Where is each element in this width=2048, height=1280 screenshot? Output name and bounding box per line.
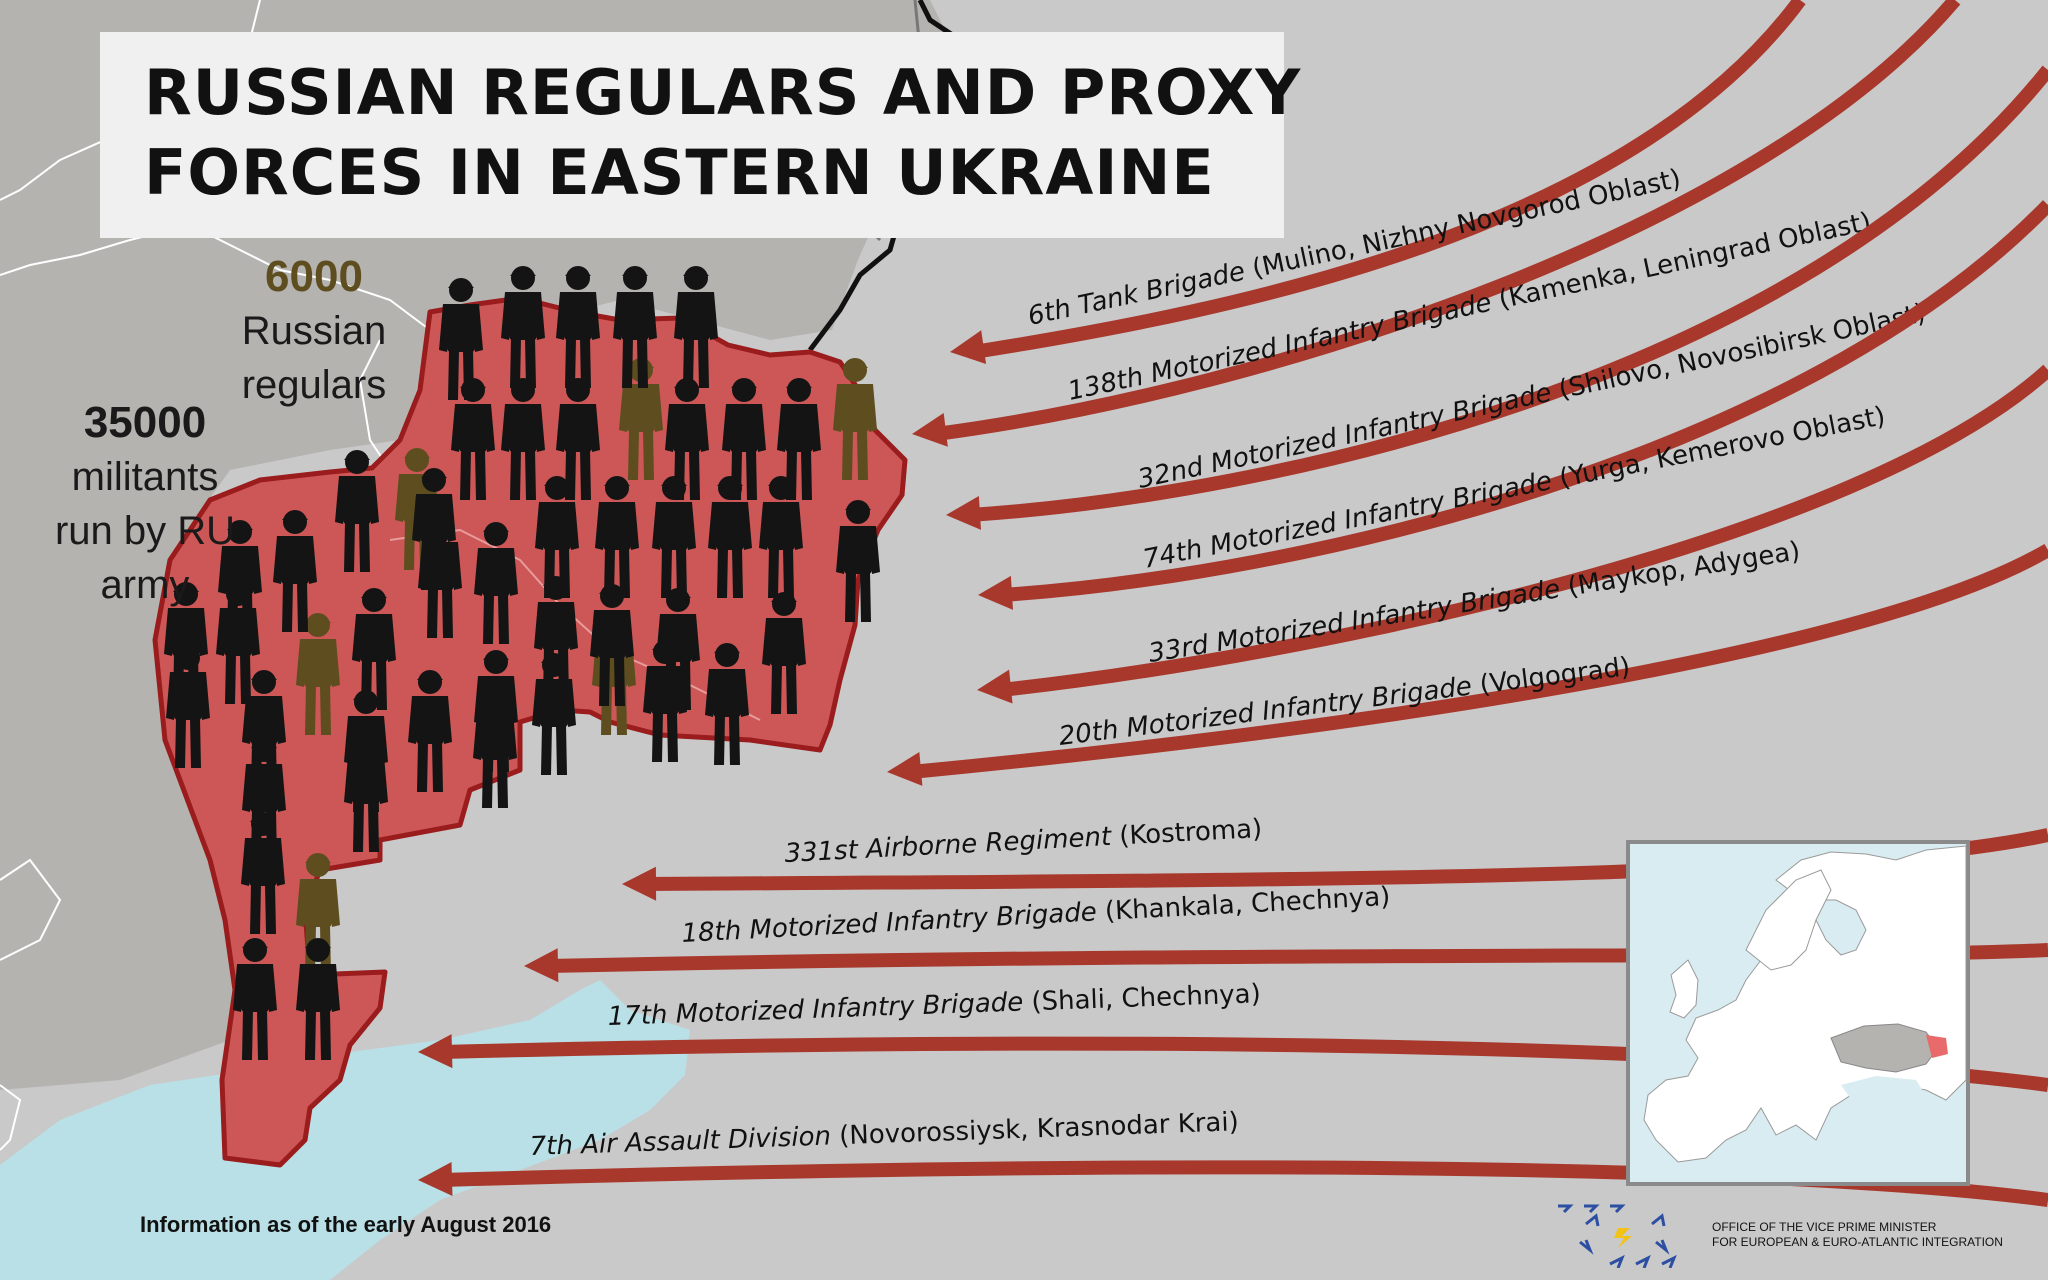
soldier-figure xyxy=(643,640,687,762)
soldier-figure xyxy=(241,812,285,934)
inset-occupied-area xyxy=(1926,1035,1948,1058)
militants-label: militants run by RU army xyxy=(54,455,236,607)
soldier-figure xyxy=(708,476,752,598)
soldier-figure xyxy=(273,510,317,632)
soldier-figure xyxy=(408,670,452,792)
unit-origin: (Khankala, Chechnya) xyxy=(1104,882,1391,927)
unit-arrow-shaft xyxy=(969,65,2048,522)
ukraine-territory xyxy=(0,0,960,1090)
soldier-figure xyxy=(216,582,260,704)
soldier-figure xyxy=(759,476,803,598)
soldier-figure xyxy=(762,592,806,714)
unit-arrow-shaft xyxy=(972,0,1806,359)
office-name: OFFICE OF THE VICE PRIME MINISTER FOR EU… xyxy=(1712,1220,2003,1249)
soldier-figure xyxy=(233,938,277,1060)
soldier-figure xyxy=(473,686,517,808)
unit-label: 33rd Motorized Infantry Brigade (Maykop,… xyxy=(1146,536,1802,669)
soldier-figure xyxy=(344,730,388,852)
unit-origin: (Kostroma) xyxy=(1119,814,1263,851)
page-title-line-2: FORCES IN EASTERN UKRAINE xyxy=(144,136,1215,209)
soldier-figure xyxy=(833,358,877,480)
unit-arrowhead xyxy=(950,330,987,364)
inset-black-sea xyxy=(1841,1076,1926,1110)
unit-arrowhead xyxy=(946,495,981,530)
soldier-figure xyxy=(652,476,696,598)
page-title-line-1: RUSSIAN REGULARS AND PROXY xyxy=(144,56,1302,129)
unit-label: 18th Motorized Infantry Brigade (Khankal… xyxy=(681,882,1391,949)
unit-label: 331st Airborne Regiment (Kostroma) xyxy=(784,814,1263,869)
soldier-figure xyxy=(166,646,210,768)
regulars-label: Russian regulars xyxy=(241,309,387,407)
soldier-figure xyxy=(532,653,576,775)
unit-arrowhead xyxy=(524,948,559,983)
soldier-figure xyxy=(451,378,495,500)
unit-arrowhead xyxy=(912,412,948,447)
regulars-number: 6000 xyxy=(265,252,363,301)
unit-arrow: 33rd Motorized Infantry Brigade (Maykop,… xyxy=(977,364,2048,704)
unit-origin: (Shali, Chechnya) xyxy=(1031,979,1261,1017)
unit-name: 33rd Motorized Infantry Brigade xyxy=(1146,573,1570,669)
unit-arrowhead xyxy=(977,669,1013,704)
soldier-figure xyxy=(501,378,545,500)
russian-regulars-count: 6000 Russian regulars xyxy=(214,250,414,412)
office-logo xyxy=(1558,1204,1677,1268)
unit-name: 17th Motorized Infantry Brigade xyxy=(607,987,1032,1032)
unit-origin: (Novorossiysk, Krasnodar Krai) xyxy=(839,1107,1239,1151)
unit-arrow-shaft xyxy=(935,0,1961,441)
unit-arrowhead xyxy=(418,1162,453,1197)
soldier-figure xyxy=(705,643,749,765)
soldier-figure xyxy=(474,522,518,644)
soldier-figure xyxy=(296,613,340,735)
unit-name: 18th Motorized Infantry Brigade xyxy=(681,897,1106,949)
soldier-figure xyxy=(665,378,709,500)
militants-count: 35000 militants run by RU army xyxy=(20,396,270,612)
unit-label: 17th Motorized Infantry Brigade (Shali, … xyxy=(607,979,1261,1032)
soldier-figure xyxy=(556,266,600,388)
soldier-figure xyxy=(590,584,634,706)
soldier-figure xyxy=(296,938,340,1060)
militants-number: 35000 xyxy=(83,398,207,447)
unit-arrow-shaft xyxy=(1001,200,2048,602)
soldier-figure xyxy=(613,266,657,388)
soldier-figure xyxy=(556,378,600,500)
soldier-figure xyxy=(439,278,483,400)
unit-arrow: 7th Air Assault Division (Novorossiysk, … xyxy=(418,1107,2048,1207)
soldier-figure xyxy=(418,516,462,638)
unit-arrow-shaft xyxy=(1000,364,2048,697)
unit-arrowhead xyxy=(978,575,1013,610)
unit-arrowhead xyxy=(887,752,923,786)
soldier-figure xyxy=(335,450,379,572)
soldier-figures xyxy=(164,266,880,1060)
inset-britain xyxy=(1669,959,1699,1019)
inset-scandinavia xyxy=(1745,869,1832,971)
unit-arrowhead xyxy=(622,866,657,901)
unit-label: 7th Air Assault Division (Novorossiysk, … xyxy=(529,1107,1239,1162)
inset-europe-map xyxy=(1626,840,1970,1186)
soldier-figure xyxy=(595,476,639,598)
unit-arrow-shaft xyxy=(910,543,2048,779)
title-box: RUSSIAN REGULARS AND PROXY FORCES IN EAS… xyxy=(100,32,1300,238)
footnote: Information as of the early August 2016 xyxy=(140,1212,552,1237)
soldier-figure xyxy=(836,500,880,622)
soldier-figure xyxy=(674,266,718,388)
unit-arrow-shaft xyxy=(441,1160,2048,1207)
unit-name: 331st Airborne Regiment xyxy=(784,821,1120,869)
unit-label: 32nd Motorized Infantry Brigade (Shilovo… xyxy=(1135,298,1928,495)
soldier-figure xyxy=(501,266,545,388)
soldier-figure xyxy=(296,853,340,975)
unit-arrowhead xyxy=(418,1034,453,1069)
